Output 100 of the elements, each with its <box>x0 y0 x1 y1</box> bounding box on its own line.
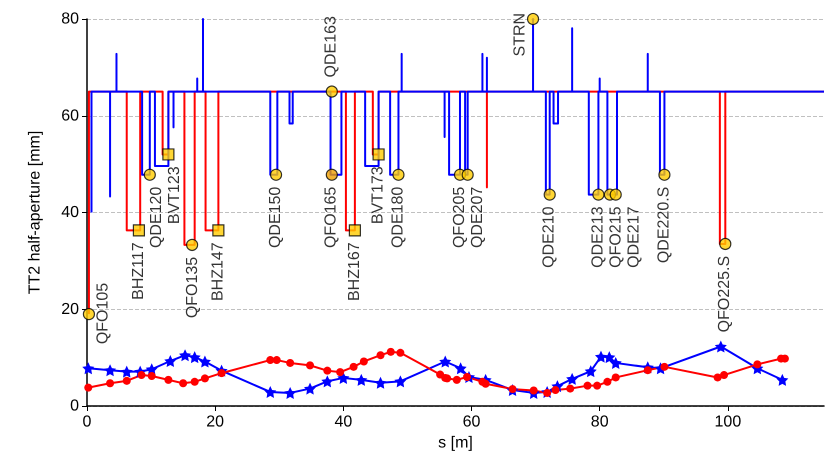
point <box>394 375 406 388</box>
point <box>190 378 199 386</box>
point <box>186 238 198 252</box>
point <box>200 374 209 382</box>
x-tick-label: 0 <box>82 414 92 430</box>
data-label: QDE220.S <box>655 186 672 264</box>
point <box>337 372 350 384</box>
point <box>584 382 592 390</box>
point <box>104 364 116 376</box>
point <box>355 374 368 386</box>
point <box>776 374 788 386</box>
point <box>374 376 387 389</box>
point <box>454 362 467 374</box>
point <box>321 375 334 388</box>
data-label: QDE207 <box>468 186 486 248</box>
point <box>360 357 368 366</box>
point <box>350 362 358 371</box>
point <box>714 340 727 352</box>
point <box>396 348 404 357</box>
point <box>462 168 474 181</box>
point <box>719 238 732 250</box>
x-axis-title: s [m] <box>438 434 473 452</box>
point <box>336 368 344 376</box>
point <box>144 168 156 181</box>
point <box>122 376 131 385</box>
x-tick-label: 60 <box>462 414 481 430</box>
point <box>212 224 224 236</box>
data-label: QDE163 <box>322 16 340 78</box>
point <box>179 379 188 388</box>
y-tick-label: 80 <box>61 10 80 28</box>
data-label: QFO165 <box>322 186 340 248</box>
x-tick-label: 100 <box>714 414 742 430</box>
point <box>610 188 622 201</box>
data-label: QDE180 <box>389 186 406 248</box>
point <box>82 308 96 320</box>
point <box>164 355 176 368</box>
data-label: QDE210 <box>540 206 558 268</box>
data-label: QFO135 <box>184 256 201 318</box>
point <box>753 360 762 368</box>
point <box>376 351 385 360</box>
y-tick-label: 60 <box>61 107 80 124</box>
point <box>584 365 597 378</box>
point <box>348 224 361 236</box>
data-label: BHZ117 <box>130 242 147 300</box>
point <box>148 372 156 380</box>
data-label: BVT173 <box>369 166 386 224</box>
point <box>372 148 385 161</box>
point <box>594 350 607 363</box>
point <box>603 378 612 386</box>
data-label: BVT123 <box>166 166 183 224</box>
point <box>452 376 461 384</box>
data-label: STRN <box>511 12 528 56</box>
point <box>272 356 281 364</box>
point <box>526 12 540 26</box>
point <box>120 366 133 378</box>
point <box>720 371 728 380</box>
point <box>179 349 192 362</box>
y-tick-label: 0 <box>70 398 80 414</box>
y-tick-label: 40 <box>61 204 80 221</box>
y-axis-title: TT2 half-aperture [mm] <box>26 130 44 294</box>
point <box>162 148 174 161</box>
point <box>714 373 722 382</box>
data-label: QFO205 <box>450 186 468 248</box>
point <box>286 358 294 367</box>
data-label: BHZ147 <box>209 242 226 301</box>
data-label: QFO225.S <box>716 256 734 332</box>
data-label: QDE217 <box>625 206 642 268</box>
point <box>439 355 452 368</box>
y-tick-label: 20 <box>61 300 80 318</box>
data-label: QDE213 <box>589 206 606 268</box>
point <box>612 373 620 382</box>
data-label: QFO215 <box>607 206 624 268</box>
data-label: QDE150 <box>266 186 284 248</box>
point <box>264 386 276 398</box>
x-tick-label: 20 <box>206 414 224 430</box>
data-label: BHZ167 <box>346 242 363 301</box>
data-label: QFO105 <box>94 282 112 344</box>
point <box>164 376 172 384</box>
point <box>306 361 314 370</box>
point <box>106 379 114 388</box>
point <box>544 188 556 201</box>
x-tick-label: 80 <box>590 414 609 430</box>
point <box>566 384 574 393</box>
point <box>658 168 671 181</box>
point <box>386 348 395 356</box>
x-tick-label: 40 <box>334 414 352 430</box>
data-label: QDE120 <box>148 186 165 248</box>
point <box>82 362 94 374</box>
point <box>610 356 622 369</box>
point <box>188 351 201 364</box>
point <box>326 85 338 98</box>
point <box>304 382 316 395</box>
point <box>326 168 338 181</box>
point <box>392 168 405 181</box>
point <box>270 168 282 181</box>
point <box>566 372 578 385</box>
point <box>132 224 146 236</box>
point <box>660 362 668 371</box>
point <box>198 355 211 368</box>
point <box>530 386 538 395</box>
